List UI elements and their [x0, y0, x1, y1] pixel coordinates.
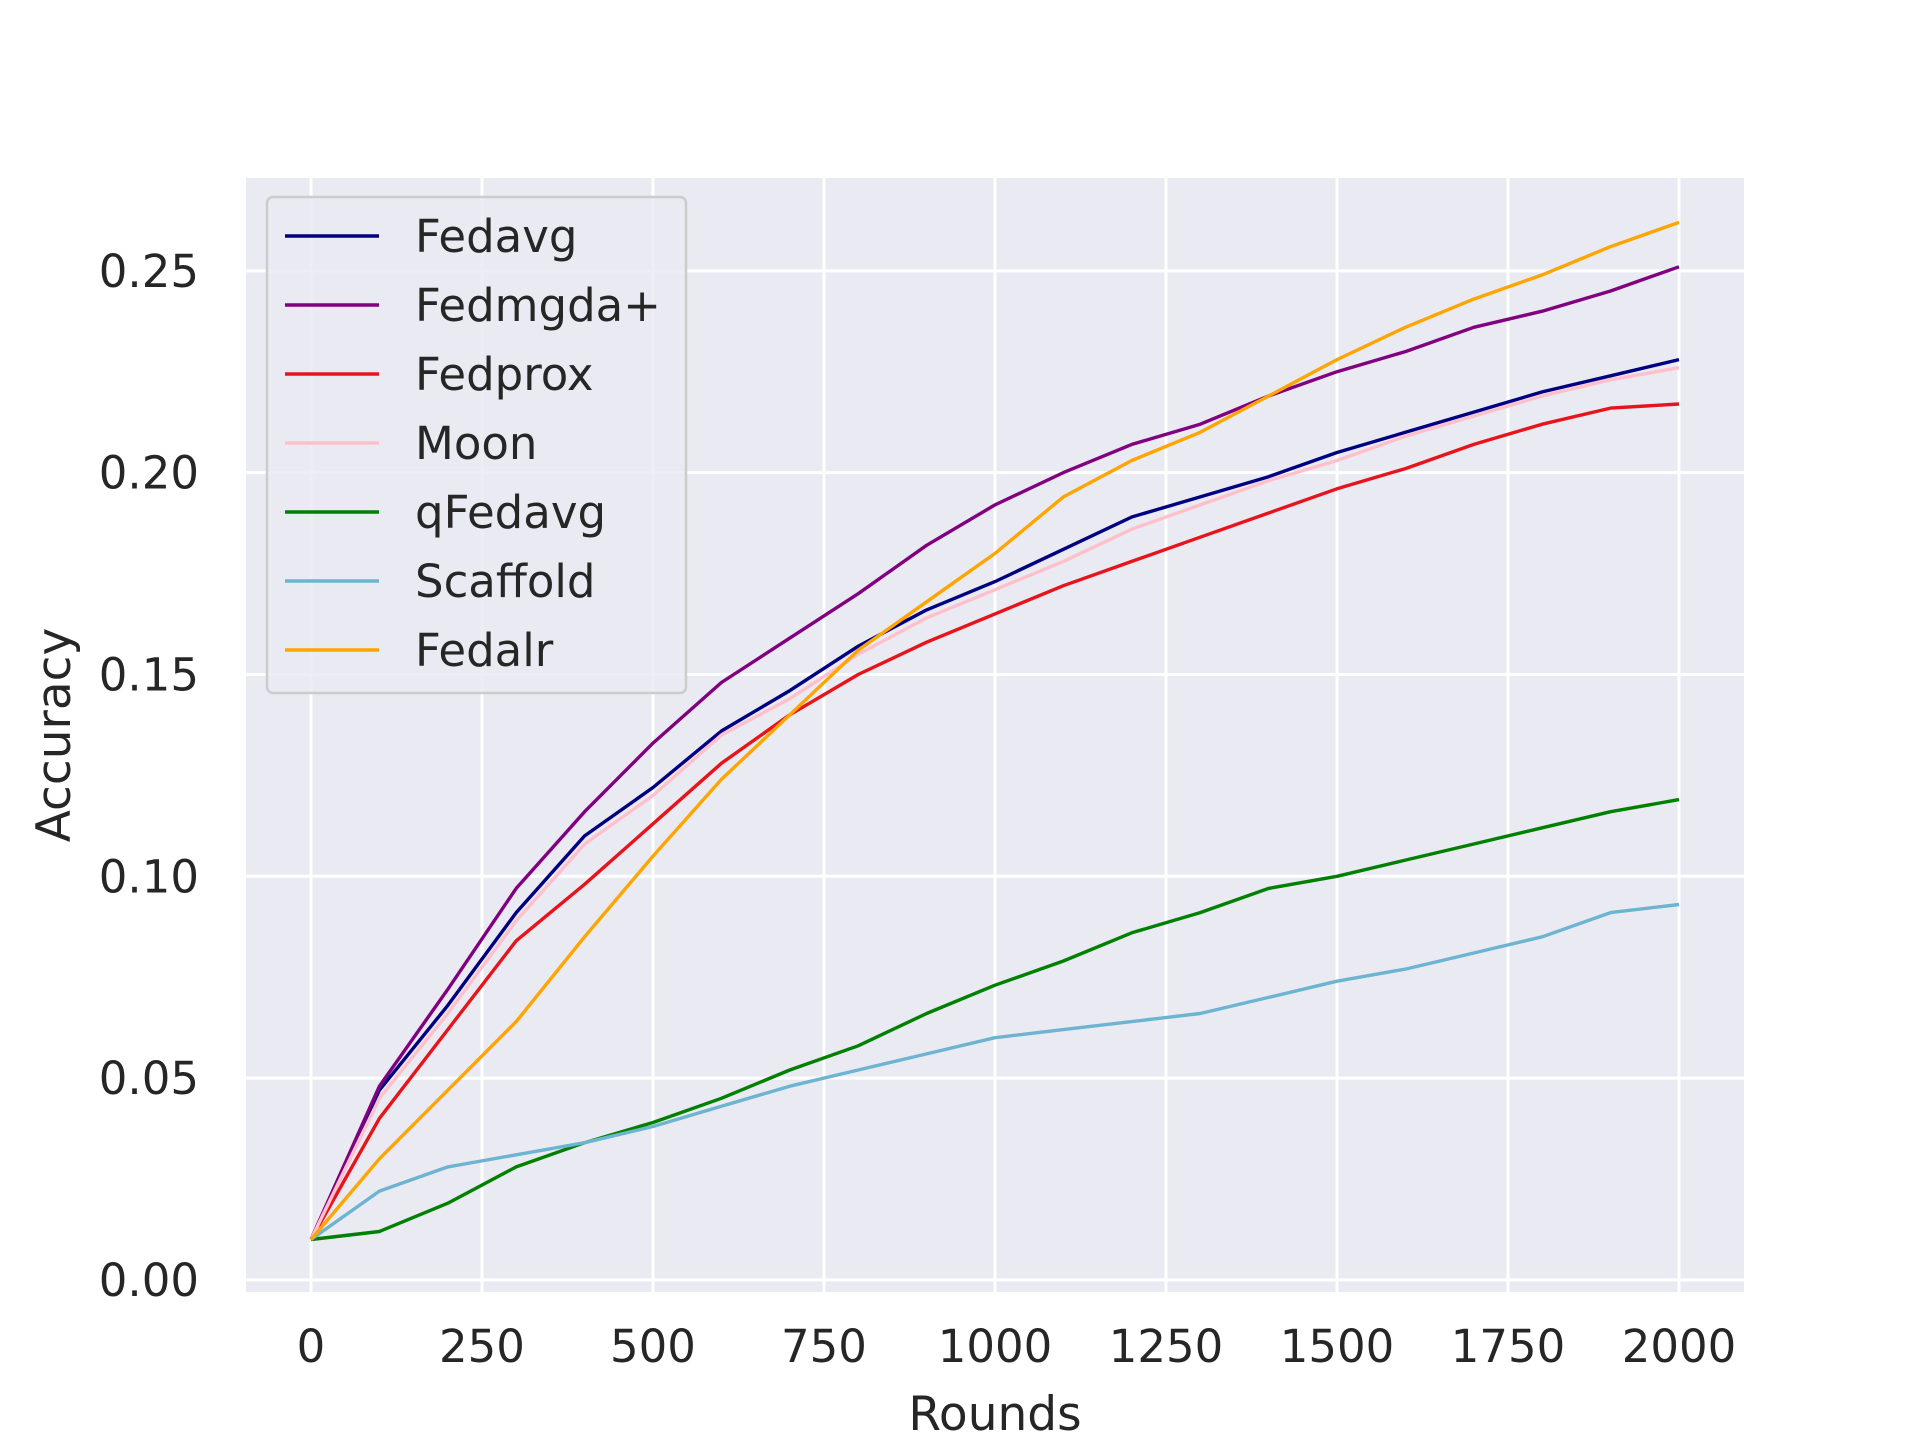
legend-box — [265, 195, 688, 695]
x-tick-label: 1500 — [1280, 1320, 1395, 1373]
legend-label: Fedprox — [415, 348, 594, 401]
legend-label: Scaffold — [415, 555, 595, 608]
legend-label: Fedmgda+ — [415, 279, 661, 332]
y-tick-label: 0.00 — [99, 1254, 199, 1307]
series-line-fedavg — [309, 357, 1680, 1241]
y-tick-label: 0.25 — [99, 245, 199, 298]
x-tick-label: 750 — [781, 1320, 867, 1373]
y-tick-label: 0.15 — [99, 648, 199, 701]
legend-label: Fedavg — [415, 210, 577, 263]
y-axis-label: Accuracy — [27, 628, 82, 843]
series-lines — [309, 220, 1680, 1242]
x-tick-label: 1000 — [938, 1320, 1053, 1373]
y-tick-label: 0.10 — [99, 850, 199, 903]
series-line-fedprox — [309, 402, 1680, 1241]
y-tick-label: 0.20 — [99, 447, 199, 500]
legend: Fedavg Fedmgda+ Fedprox Moon qFedavg Scaffold… — [265, 195, 688, 695]
x-tick-label: 1250 — [1109, 1320, 1224, 1373]
x-axis-label: Rounds — [908, 1387, 1081, 1440]
series-line-fedalr — [309, 220, 1680, 1241]
x-tick-label: 250 — [439, 1320, 525, 1373]
series-line-scaffold — [310, 902, 1680, 1241]
series-line-moon — [309, 366, 1680, 1241]
series-line-fedmgda- — [309, 265, 1680, 1241]
legend-label: Moon — [415, 417, 537, 470]
x-tick-label: 0 — [297, 1320, 326, 1373]
x-tick-label: 1750 — [1451, 1320, 1566, 1373]
x-tick-label: 2000 — [1622, 1320, 1737, 1373]
legend-label: Fedalr — [415, 624, 554, 677]
x-tick-label: 500 — [610, 1320, 696, 1373]
series-line-qfedavg — [310, 797, 1680, 1242]
tick-labels: 0 250 500 750 1000 1250 1500 1750 2000 0.00 0.05 0.… — [99, 245, 1736, 1373]
y-tick-label: 0.05 — [99, 1052, 199, 1105]
legend-label: qFedavg — [415, 486, 606, 539]
